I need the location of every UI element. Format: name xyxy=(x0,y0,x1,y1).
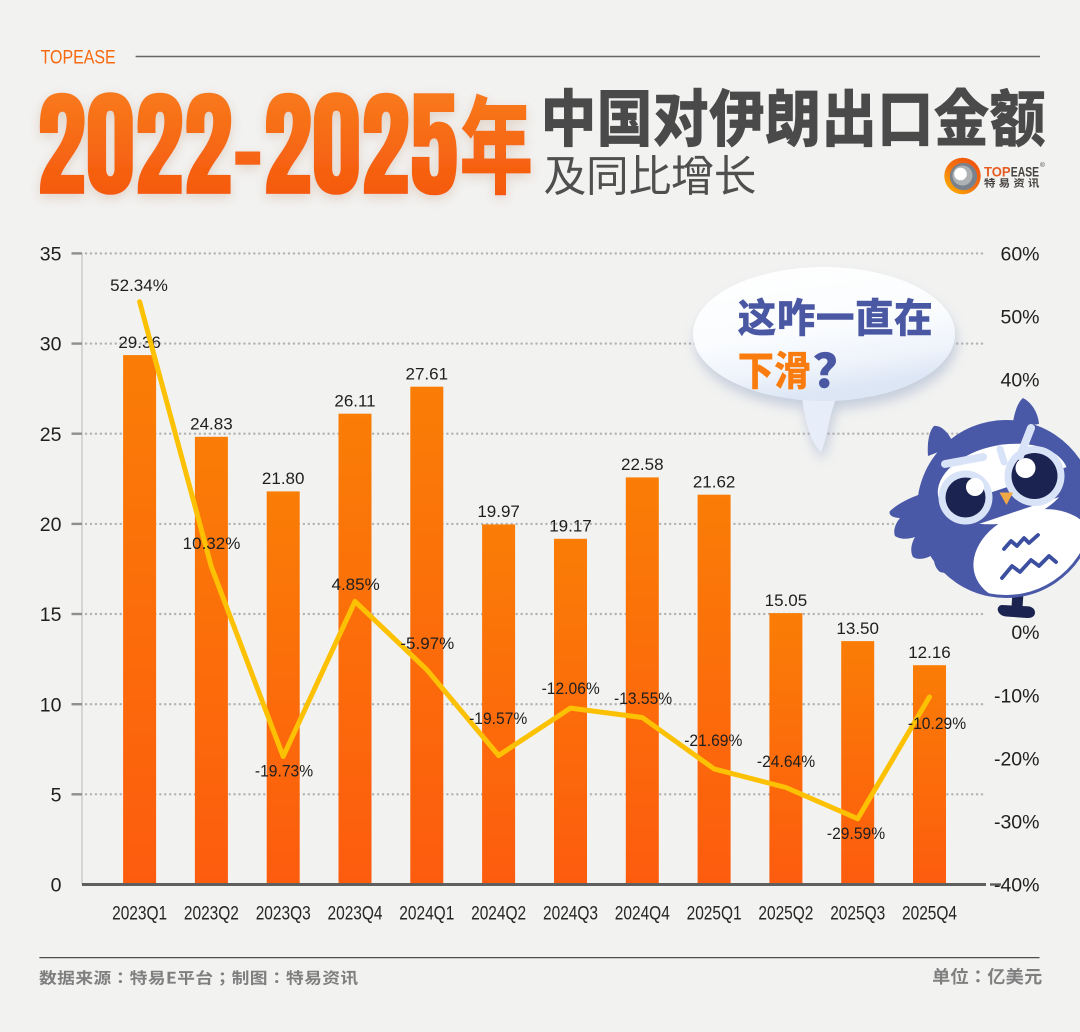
svg-text:21.62: 21.62 xyxy=(693,473,736,492)
svg-text:20: 20 xyxy=(40,514,62,536)
svg-text:35: 35 xyxy=(40,244,62,266)
svg-text:2023Q3: 2023Q3 xyxy=(256,903,311,925)
svg-text:4.85%: 4.85% xyxy=(331,575,379,594)
svg-text:-10.29%: -10.29% xyxy=(908,714,966,733)
svg-text:10: 10 xyxy=(40,694,62,716)
svg-text:26.11: 26.11 xyxy=(334,392,375,411)
svg-text:2023Q4: 2023Q4 xyxy=(328,903,383,925)
svg-text:-10%: -10% xyxy=(994,685,1040,707)
svg-text:40%: 40% xyxy=(1000,370,1039,392)
svg-text:-19.73%: -19.73% xyxy=(255,762,313,781)
svg-text:19.17: 19.17 xyxy=(549,517,592,536)
svg-text:2024Q4: 2024Q4 xyxy=(615,903,670,925)
svg-text:0: 0 xyxy=(51,875,62,897)
svg-text:2025Q1: 2025Q1 xyxy=(687,903,742,925)
svg-text:15: 15 xyxy=(40,604,62,626)
svg-text:50%: 50% xyxy=(1000,307,1039,329)
svg-text:24.83: 24.83 xyxy=(190,415,233,434)
svg-text:2023Q1: 2023Q1 xyxy=(112,903,167,925)
svg-text:30: 30 xyxy=(40,334,62,356)
svg-text:-40%: -40% xyxy=(994,875,1040,897)
svg-text:2025Q2: 2025Q2 xyxy=(758,903,813,925)
svg-text:25: 25 xyxy=(40,424,62,446)
svg-text:-13.55%: -13.55% xyxy=(614,689,672,708)
svg-text:12.16: 12.16 xyxy=(908,643,951,662)
svg-text:2025Q3: 2025Q3 xyxy=(830,903,885,925)
svg-text:2025Q4: 2025Q4 xyxy=(902,903,957,925)
svg-text:-19.57%: -19.57% xyxy=(469,709,527,728)
svg-text:TOPEASE: TOPEASE xyxy=(41,47,116,68)
svg-text:10.32%: 10.32% xyxy=(183,534,241,553)
svg-text:-5.97%: -5.97% xyxy=(400,634,454,653)
svg-text:0%: 0% xyxy=(1011,622,1039,644)
svg-text:TOP: TOP xyxy=(984,163,1011,179)
svg-text:-12.06%: -12.06% xyxy=(542,679,600,698)
svg-text:2024Q1: 2024Q1 xyxy=(399,903,454,925)
svg-text:52.34%: 52.34% xyxy=(110,276,168,295)
svg-text:2024Q2: 2024Q2 xyxy=(471,903,526,925)
svg-text:21.80: 21.80 xyxy=(262,469,305,488)
svg-text:22.58: 22.58 xyxy=(621,455,664,474)
svg-text:2023Q2: 2023Q2 xyxy=(184,903,239,925)
svg-text:15.05: 15.05 xyxy=(765,591,808,610)
svg-text:-30%: -30% xyxy=(994,812,1040,834)
svg-text:EASE: EASE xyxy=(1011,163,1039,179)
svg-text:27.61: 27.61 xyxy=(406,365,449,384)
svg-text:-29.59%: -29.59% xyxy=(827,824,885,843)
svg-text:®: ® xyxy=(1040,161,1045,169)
svg-text:60%: 60% xyxy=(1000,244,1039,266)
svg-text:13.50: 13.50 xyxy=(836,619,879,638)
svg-text:19.97: 19.97 xyxy=(477,502,520,521)
svg-text:-20%: -20% xyxy=(994,748,1040,770)
svg-text:2024Q3: 2024Q3 xyxy=(543,903,598,925)
svg-text:-21.69%: -21.69% xyxy=(684,731,742,750)
svg-text:5: 5 xyxy=(51,784,62,806)
svg-text:-24.64%: -24.64% xyxy=(757,752,815,771)
